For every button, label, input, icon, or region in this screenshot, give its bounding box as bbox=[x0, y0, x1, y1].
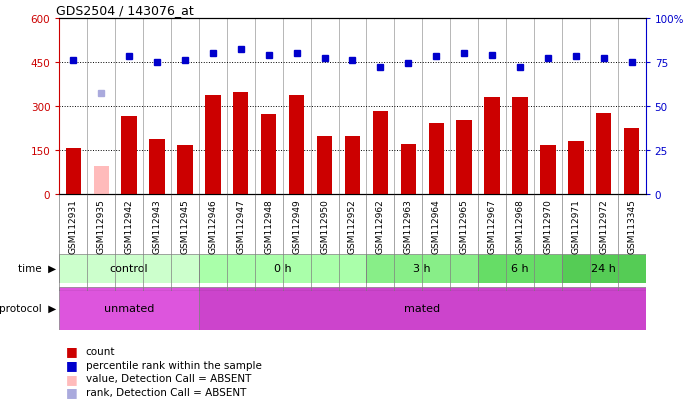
Text: percentile rank within the sample: percentile rank within the sample bbox=[86, 360, 262, 370]
Text: GSM112950: GSM112950 bbox=[320, 199, 329, 254]
Text: GSM112965: GSM112965 bbox=[460, 199, 468, 254]
Text: GSM112948: GSM112948 bbox=[265, 199, 273, 254]
Bar bbox=[568, 141, 584, 194]
Bar bbox=[66, 149, 81, 194]
Bar bbox=[317, 137, 332, 194]
Text: ■: ■ bbox=[66, 372, 78, 385]
Bar bbox=[199, 254, 366, 283]
Text: protocol  ▶: protocol ▶ bbox=[0, 304, 56, 314]
Text: GSM112972: GSM112972 bbox=[600, 199, 608, 254]
Text: GSM112963: GSM112963 bbox=[404, 199, 413, 254]
Text: count: count bbox=[86, 346, 115, 356]
Text: 3 h: 3 h bbox=[413, 263, 431, 273]
Bar bbox=[205, 96, 221, 194]
Bar bbox=[59, 287, 199, 330]
Bar bbox=[121, 116, 137, 194]
Bar bbox=[149, 140, 165, 194]
Text: ■: ■ bbox=[66, 358, 78, 371]
Text: control: control bbox=[110, 263, 149, 273]
Bar bbox=[261, 115, 276, 194]
Text: GSM112964: GSM112964 bbox=[432, 199, 440, 254]
Text: GSM112952: GSM112952 bbox=[348, 199, 357, 254]
Bar bbox=[624, 128, 639, 194]
Bar bbox=[59, 254, 199, 283]
Text: GSM112967: GSM112967 bbox=[488, 199, 496, 254]
Text: 0 h: 0 h bbox=[274, 263, 292, 273]
Bar bbox=[177, 146, 193, 194]
Text: unmated: unmated bbox=[104, 304, 154, 314]
Text: GSM112968: GSM112968 bbox=[516, 199, 524, 254]
Text: GSM112949: GSM112949 bbox=[292, 199, 301, 254]
Bar bbox=[562, 254, 646, 283]
Bar bbox=[540, 146, 556, 194]
Text: GSM112942: GSM112942 bbox=[125, 199, 133, 254]
Text: GSM112970: GSM112970 bbox=[544, 199, 552, 254]
Text: ■: ■ bbox=[66, 344, 78, 358]
Bar bbox=[484, 97, 500, 194]
Bar bbox=[94, 166, 109, 194]
Bar bbox=[373, 112, 388, 194]
Text: GSM112962: GSM112962 bbox=[376, 199, 385, 254]
Text: ■: ■ bbox=[66, 385, 78, 399]
Bar bbox=[233, 93, 248, 194]
Bar bbox=[345, 137, 360, 194]
Text: GDS2504 / 143076_at: GDS2504 / 143076_at bbox=[57, 5, 194, 17]
Bar bbox=[199, 287, 646, 330]
Bar bbox=[401, 145, 416, 194]
Bar bbox=[456, 121, 472, 194]
Text: GSM112943: GSM112943 bbox=[153, 199, 161, 254]
Bar bbox=[289, 96, 304, 194]
Bar bbox=[512, 97, 528, 194]
Bar bbox=[429, 124, 444, 194]
Text: GSM113345: GSM113345 bbox=[628, 199, 636, 254]
Text: time  ▶: time ▶ bbox=[17, 263, 56, 273]
Bar bbox=[366, 254, 478, 283]
Bar bbox=[478, 254, 562, 283]
Text: GSM112935: GSM112935 bbox=[97, 199, 105, 254]
Text: GSM112946: GSM112946 bbox=[209, 199, 217, 254]
Text: rank, Detection Call = ABSENT: rank, Detection Call = ABSENT bbox=[86, 387, 246, 397]
Text: GSM112971: GSM112971 bbox=[572, 199, 580, 254]
Text: GSM112947: GSM112947 bbox=[237, 199, 245, 254]
Text: GSM112945: GSM112945 bbox=[181, 199, 189, 254]
Text: GSM112931: GSM112931 bbox=[69, 199, 77, 254]
Text: mated: mated bbox=[404, 304, 440, 314]
Bar bbox=[596, 114, 611, 194]
Text: 6 h: 6 h bbox=[511, 263, 529, 273]
Text: 24 h: 24 h bbox=[591, 263, 616, 273]
Text: value, Detection Call = ABSENT: value, Detection Call = ABSENT bbox=[86, 373, 251, 383]
